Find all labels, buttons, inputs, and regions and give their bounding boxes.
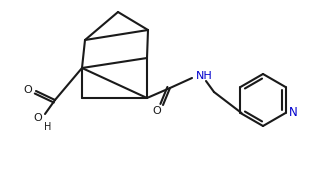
Text: O: O [33,113,42,123]
Text: N: N [289,106,297,119]
Text: O: O [153,106,162,116]
Text: O: O [23,85,32,95]
Text: H: H [44,122,51,132]
Text: NH: NH [196,71,213,81]
